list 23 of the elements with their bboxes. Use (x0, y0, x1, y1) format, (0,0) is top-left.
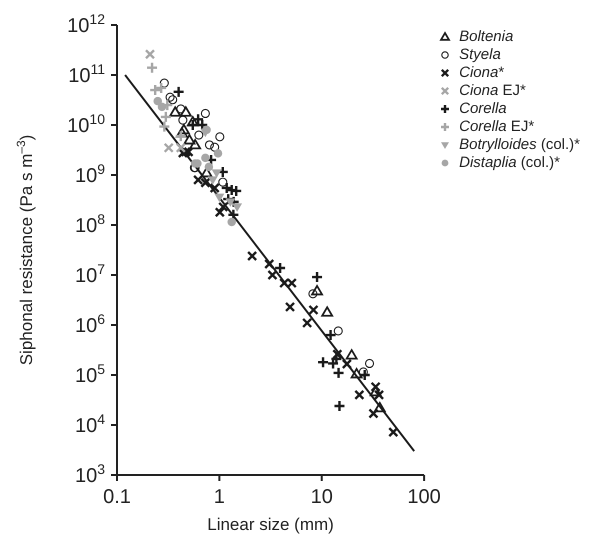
y-tick-label: 10$^{10}$ (67, 111, 106, 137)
y-tick-label: 10$^{11}$ (68, 61, 106, 87)
legend-label: Styela (459, 46, 501, 63)
legend-label: Distaplia (col.)* (459, 154, 560, 171)
y-tick-label: 10$^{12}$ (67, 11, 106, 37)
legend-label: Corella EJ* (459, 118, 534, 135)
y-tick-label: 10$^{7}$ (74, 261, 106, 287)
y-tick-label: 10$^{6}$ (74, 311, 106, 337)
y-tick-label: 10$^{3}$ (74, 461, 106, 487)
legend-label: Ciona EJ* (459, 82, 526, 99)
y-tick-label: 10$^{5}$ (74, 361, 106, 387)
legend-label: Boltenia (459, 28, 514, 45)
x-tick-label: 1 (214, 486, 225, 508)
x-tick-label: 10 (310, 486, 333, 508)
y-tick-label: 10$^{4}$ (74, 411, 106, 437)
x-tick-label: 100 (407, 486, 441, 508)
legend-label: Corella (459, 100, 507, 117)
legend-label: Botrylloides (col.)* (459, 136, 580, 153)
y-tick-label: 10$^{9}$ (74, 161, 106, 187)
y-tick-label: 10$^{8}$ (74, 211, 106, 237)
legend-label: Ciona* (459, 64, 504, 82)
x-axis-title: Linear size (mm) (207, 515, 334, 534)
x-tick-label: 0.1 (103, 486, 131, 508)
